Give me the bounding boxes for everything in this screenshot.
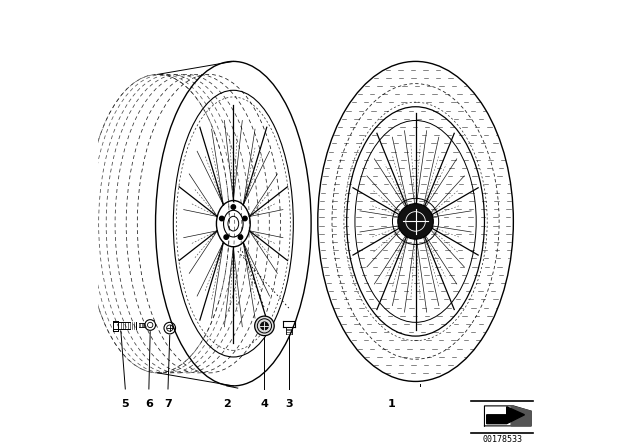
Circle shape xyxy=(243,216,247,221)
Text: 5: 5 xyxy=(122,399,129,409)
Text: 4: 4 xyxy=(260,399,268,409)
Text: 00178533: 00178533 xyxy=(483,435,522,444)
Circle shape xyxy=(260,322,268,330)
Polygon shape xyxy=(486,407,524,424)
Circle shape xyxy=(238,235,243,239)
Circle shape xyxy=(220,216,224,221)
Text: 7: 7 xyxy=(164,399,172,409)
Text: 1: 1 xyxy=(387,399,395,409)
Text: 3: 3 xyxy=(285,399,292,409)
Text: 6: 6 xyxy=(145,399,153,409)
Text: 2: 2 xyxy=(223,399,230,409)
Ellipse shape xyxy=(398,204,433,239)
Polygon shape xyxy=(511,406,531,426)
Circle shape xyxy=(255,316,274,336)
Circle shape xyxy=(224,235,228,239)
Circle shape xyxy=(231,205,236,209)
